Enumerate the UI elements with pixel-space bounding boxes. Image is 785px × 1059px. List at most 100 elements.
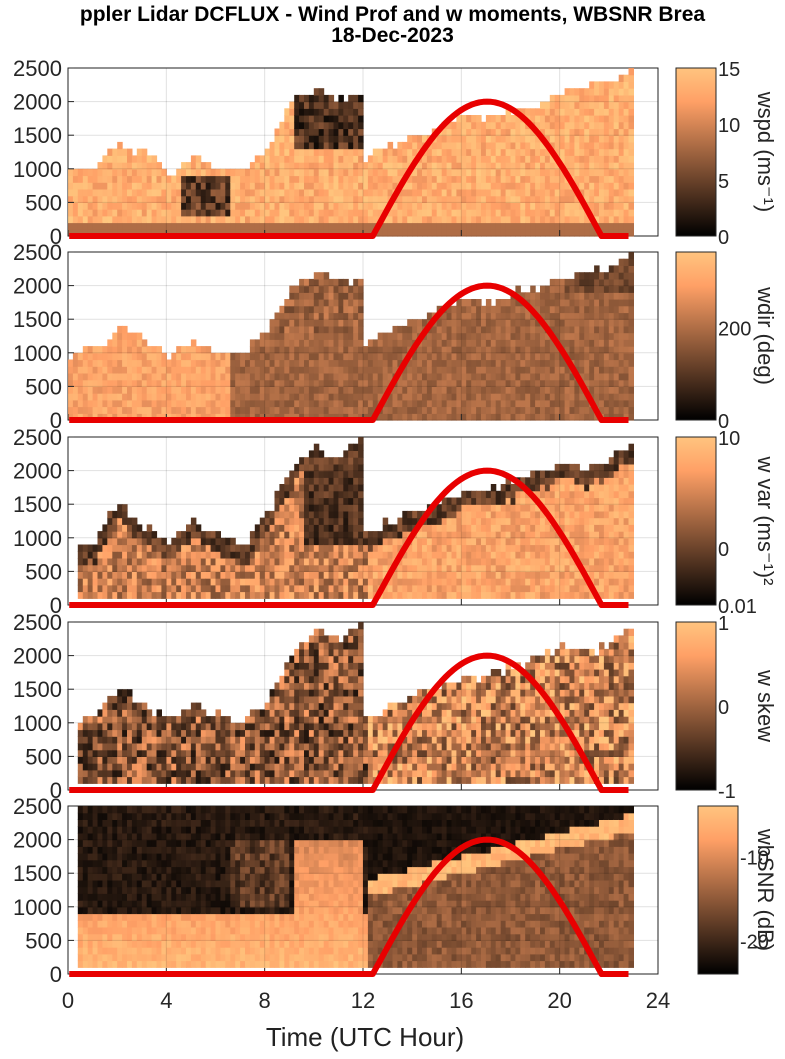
heatmap-cell <box>343 497 349 505</box>
heatmap-cell <box>304 202 310 210</box>
heatmap-cell <box>308 195 315 203</box>
heatmap-cell <box>481 524 487 532</box>
heatmap-cell <box>618 373 625 381</box>
heatmap-cell <box>353 148 359 156</box>
heatmap-cell <box>269 168 276 177</box>
heatmap-cell <box>530 393 536 401</box>
heatmap-cell <box>485 121 492 130</box>
heatmap-cell <box>608 379 615 387</box>
heatmap-cell <box>117 544 123 552</box>
heatmap-cell <box>579 312 585 320</box>
heatmap-cell <box>515 352 521 361</box>
heatmap-cell <box>377 202 384 210</box>
heatmap-cell <box>176 558 182 566</box>
heatmap-cell <box>274 578 280 586</box>
heatmap-cell <box>402 325 408 334</box>
heatmap-cell <box>82 202 89 210</box>
heatmap-cell <box>584 115 590 123</box>
heatmap-cell <box>77 373 84 381</box>
heatmap-cell <box>328 510 335 519</box>
heatmap-cell <box>348 325 354 334</box>
heatmap-cell <box>574 399 580 408</box>
heatmap-cell <box>274 531 280 539</box>
heatmap-cell <box>613 108 620 116</box>
heatmap-cell <box>166 222 172 230</box>
heatmap-cell <box>628 148 634 156</box>
heatmap-cell <box>333 312 339 320</box>
heatmap-cell <box>618 406 625 414</box>
heatmap-cell <box>613 366 620 374</box>
heatmap-cell <box>284 544 290 552</box>
heatmap-cell <box>505 591 512 599</box>
heatmap-cell <box>461 135 467 143</box>
heatmap-cell <box>107 373 113 381</box>
heatmap-cell <box>200 209 207 217</box>
heatmap-cell <box>466 537 472 546</box>
heatmap-cell <box>92 352 99 361</box>
heatmap-cell <box>382 544 389 552</box>
heatmap-cell <box>367 162 374 170</box>
heatmap-cell <box>564 162 571 170</box>
heatmap-cell <box>294 135 300 143</box>
heatmap-cell <box>476 497 482 505</box>
heatmap-cell <box>584 121 590 130</box>
heatmap-cell <box>92 386 99 394</box>
heatmap-cell <box>323 379 330 387</box>
heatmap-cell <box>215 379 221 387</box>
heatmap-cell <box>284 182 290 190</box>
heatmap-cell <box>190 352 197 361</box>
heatmap-cell <box>623 115 630 123</box>
heatmap-cell <box>422 537 428 546</box>
heatmap-cell <box>559 121 566 130</box>
heatmap-cell <box>333 457 339 465</box>
heatmap-cell <box>426 531 433 539</box>
heatmap-cell <box>323 470 330 478</box>
heatmap-cell <box>490 305 497 314</box>
heatmap-cell <box>230 209 236 217</box>
heatmap-cell <box>323 537 330 546</box>
heatmap-cell <box>367 168 374 177</box>
heatmap-cell <box>220 564 226 572</box>
heatmap-cell <box>338 490 344 499</box>
heatmap-cell <box>623 135 630 143</box>
heatmap-cell <box>495 209 502 217</box>
heatmap-cell <box>461 209 467 217</box>
heatmap-cell <box>451 359 457 367</box>
heatmap-cell <box>358 537 364 546</box>
heatmap-cell <box>417 510 423 519</box>
heatmap-cell <box>500 510 507 519</box>
heatmap-cell <box>304 305 310 314</box>
heatmap-cell <box>190 537 197 546</box>
heatmap-cell <box>407 319 413 327</box>
heatmap-cell <box>559 222 566 230</box>
heatmap-cell <box>554 413 561 421</box>
heatmap-cell <box>299 168 305 177</box>
heatmap-cell <box>358 379 364 387</box>
heatmap-cell <box>613 121 620 130</box>
heatmap-cell <box>530 135 536 143</box>
heatmap-cell <box>141 386 148 394</box>
heatmap-cell <box>382 379 389 387</box>
heatmap-cell <box>372 195 379 203</box>
heatmap-cell <box>235 222 241 230</box>
heatmap-cell <box>367 359 374 367</box>
heatmap-cell <box>215 386 221 394</box>
heatmap-cell <box>618 379 625 387</box>
heatmap-cell <box>328 379 335 387</box>
heatmap-cell <box>343 537 349 546</box>
heatmap-cell <box>225 195 231 203</box>
heatmap-cell <box>392 386 398 394</box>
heatmap-cell <box>333 510 339 519</box>
heatmap-cell <box>112 155 118 163</box>
heatmap-cell <box>574 148 580 156</box>
heatmap-cell <box>367 591 374 599</box>
heatmap-cell <box>318 359 325 367</box>
heatmap-cell <box>618 312 625 320</box>
heatmap-cell <box>603 272 610 280</box>
heatmap-cell <box>338 162 344 170</box>
heatmap-cell <box>417 168 423 177</box>
heatmap-cell <box>377 182 384 190</box>
heatmap-cell <box>146 571 153 579</box>
heatmap-cell <box>304 128 310 136</box>
heatmap-cell <box>515 128 521 136</box>
